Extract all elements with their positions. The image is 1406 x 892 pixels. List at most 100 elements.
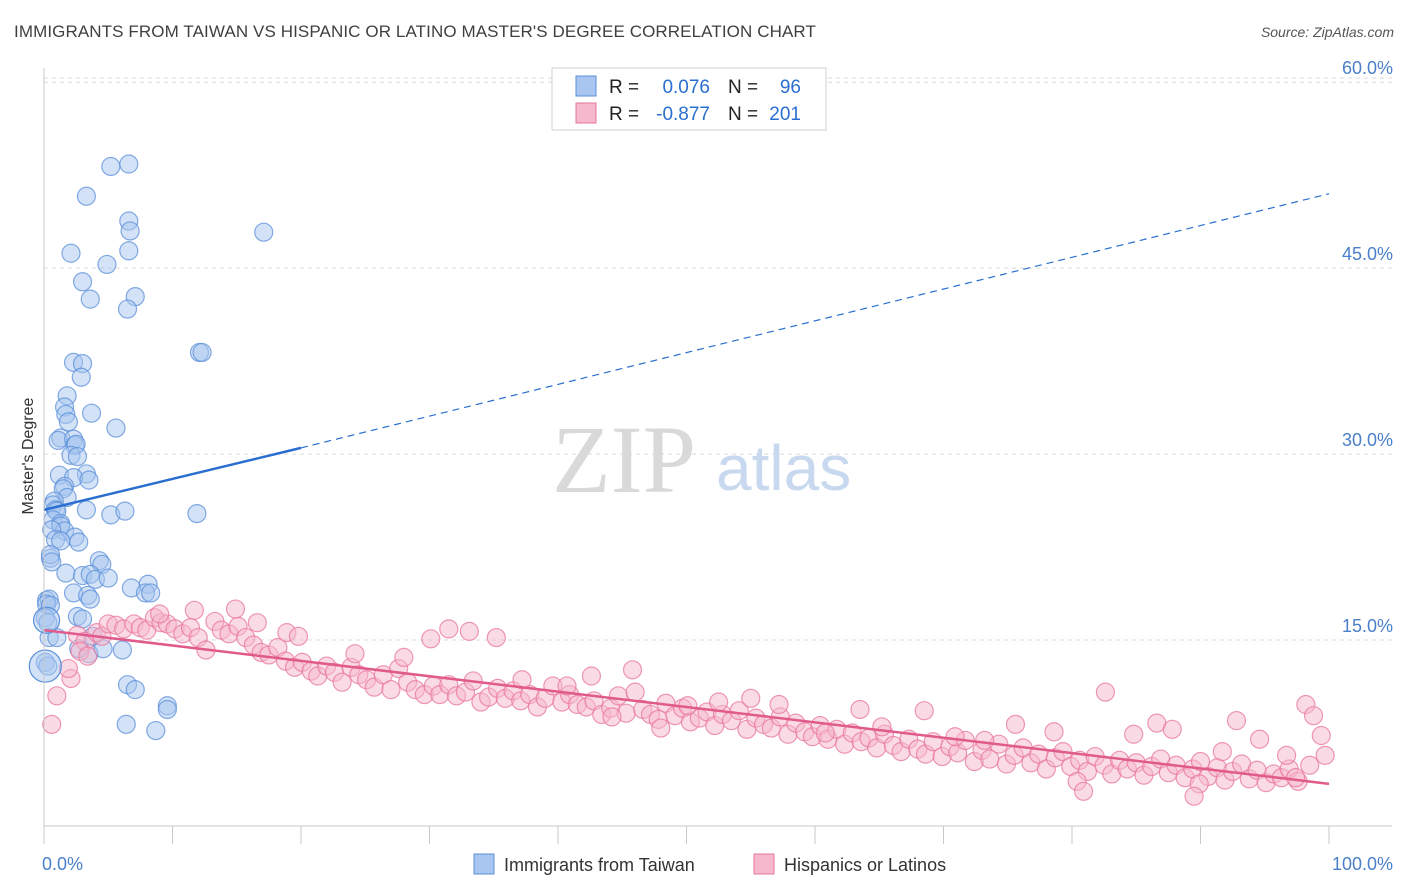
legend-n-label: N = [728,104,758,125]
hispanic-point [486,627,506,648]
hispanic-trend-line [43,628,1330,786]
watermark-atlas: atlas [716,432,851,504]
legend-n-value: 201 [769,104,801,125]
hispanic-point [651,718,671,738]
taiwan-trend-line [43,446,302,512]
hispanic-point [225,599,246,619]
hispanic-point [381,680,401,700]
hispanic-point [729,701,749,721]
legend-r-label: R = [609,104,639,125]
taiwan-point [187,503,207,524]
legend-n-label: N = [728,77,758,98]
hispanic-point [1315,745,1335,765]
hispanic-point [1190,751,1211,772]
taiwan-point [72,272,93,292]
hispanic-point [345,644,365,664]
taiwan-point [32,606,61,634]
taiwan-point [141,583,161,603]
hispanic-point [872,717,892,737]
chart-title: IMMIGRANTS FROM TAIWAN VS HISPANIC OR LA… [14,22,816,41]
taiwan-point [76,500,97,520]
source-label: Source: ZipAtlas.com [1260,24,1394,40]
hispanic-point [815,723,835,743]
hispanic-point [1184,786,1204,806]
series-legend: Immigrants from Taiwan Hispanics or Latin… [473,853,946,875]
hispanic-point [1095,682,1116,702]
trend-layer [43,193,1330,786]
hispanic-point [557,676,577,696]
hispanic-point [1162,719,1182,739]
hispanic-point [1212,742,1232,762]
taiwan-point [79,470,99,490]
grid-layer: 15.0% 30.0% 45.0% 60.0% [44,58,1393,641]
taiwan-point [125,680,145,700]
hispanic-point [622,660,643,680]
taiwan-point [192,342,212,363]
hispanic-point [709,692,729,712]
taiwan-point [80,589,100,609]
taiwan-point [61,243,81,263]
taiwan-point [146,720,166,741]
hispanic-point [1124,724,1144,744]
axis-layer: 0.0% 100.0% [42,68,1393,874]
hispanic-point [769,694,789,715]
hispanic-point [58,658,79,679]
hispanic-point [512,670,532,690]
hispanic-point [439,619,459,639]
taiwan-point [80,289,100,309]
hispanic-point [78,646,98,666]
y-tick-label: 60.0% [1342,58,1393,78]
taiwan-point [117,299,138,319]
hispanic-point [850,699,870,720]
taiwan-point [69,532,89,552]
taiwan-point [115,501,135,521]
taiwan-point [98,568,118,588]
taiwan-point [76,186,97,206]
hispanic-point [945,727,965,747]
x-tick-label: 0.0% [42,854,83,874]
series-legend-swatch [753,853,775,875]
taiwan-point [112,640,132,660]
hispanic-point [288,626,309,646]
hispanic-point [1311,725,1331,746]
taiwan-point [116,714,136,734]
hispanic-point [608,686,628,706]
hispanic-point [1044,722,1064,742]
hispanic-point [394,647,414,668]
hispanic-point [1300,755,1320,775]
hispanic-point [47,686,67,706]
hispanic-point [1250,729,1270,749]
hispanic-point [247,613,267,633]
taiwan-point [58,412,79,432]
taiwan-point [67,446,88,467]
hispanic-point [184,600,204,620]
hispanic-point [602,707,622,727]
hispanic-point [625,682,645,702]
hispanic-point [150,604,170,624]
taiwan-point [119,154,139,174]
hispanic-point [1226,711,1247,731]
taiwan-point [56,563,76,583]
hispanic-point [1005,714,1026,734]
taiwan-point [28,649,62,683]
legend-r-value: 0.076 [662,77,710,98]
hispanic-point [581,666,602,686]
hispanic-point [42,714,62,734]
taiwan-point [157,699,177,720]
hispanic-point [741,688,761,708]
taiwan-point [81,403,102,423]
hispanic-point [975,730,995,751]
y-axis-title: Master's Degree [20,397,37,514]
hispanic-point [332,672,352,692]
correlation-legend: R = 0.076 N = 96 R = -0.877 N = 201 [551,67,827,131]
legend-frame [551,67,827,131]
taiwan-point [101,156,121,177]
hispanic-point [421,629,441,649]
hispanic-point [914,701,934,721]
hispanic-point [1276,745,1297,765]
legend-swatch [575,102,597,124]
hispanic-point [1073,781,1094,801]
legend-r-value: -0.877 [656,104,710,125]
hispanic-point [459,621,479,641]
points-layer [28,154,1335,806]
